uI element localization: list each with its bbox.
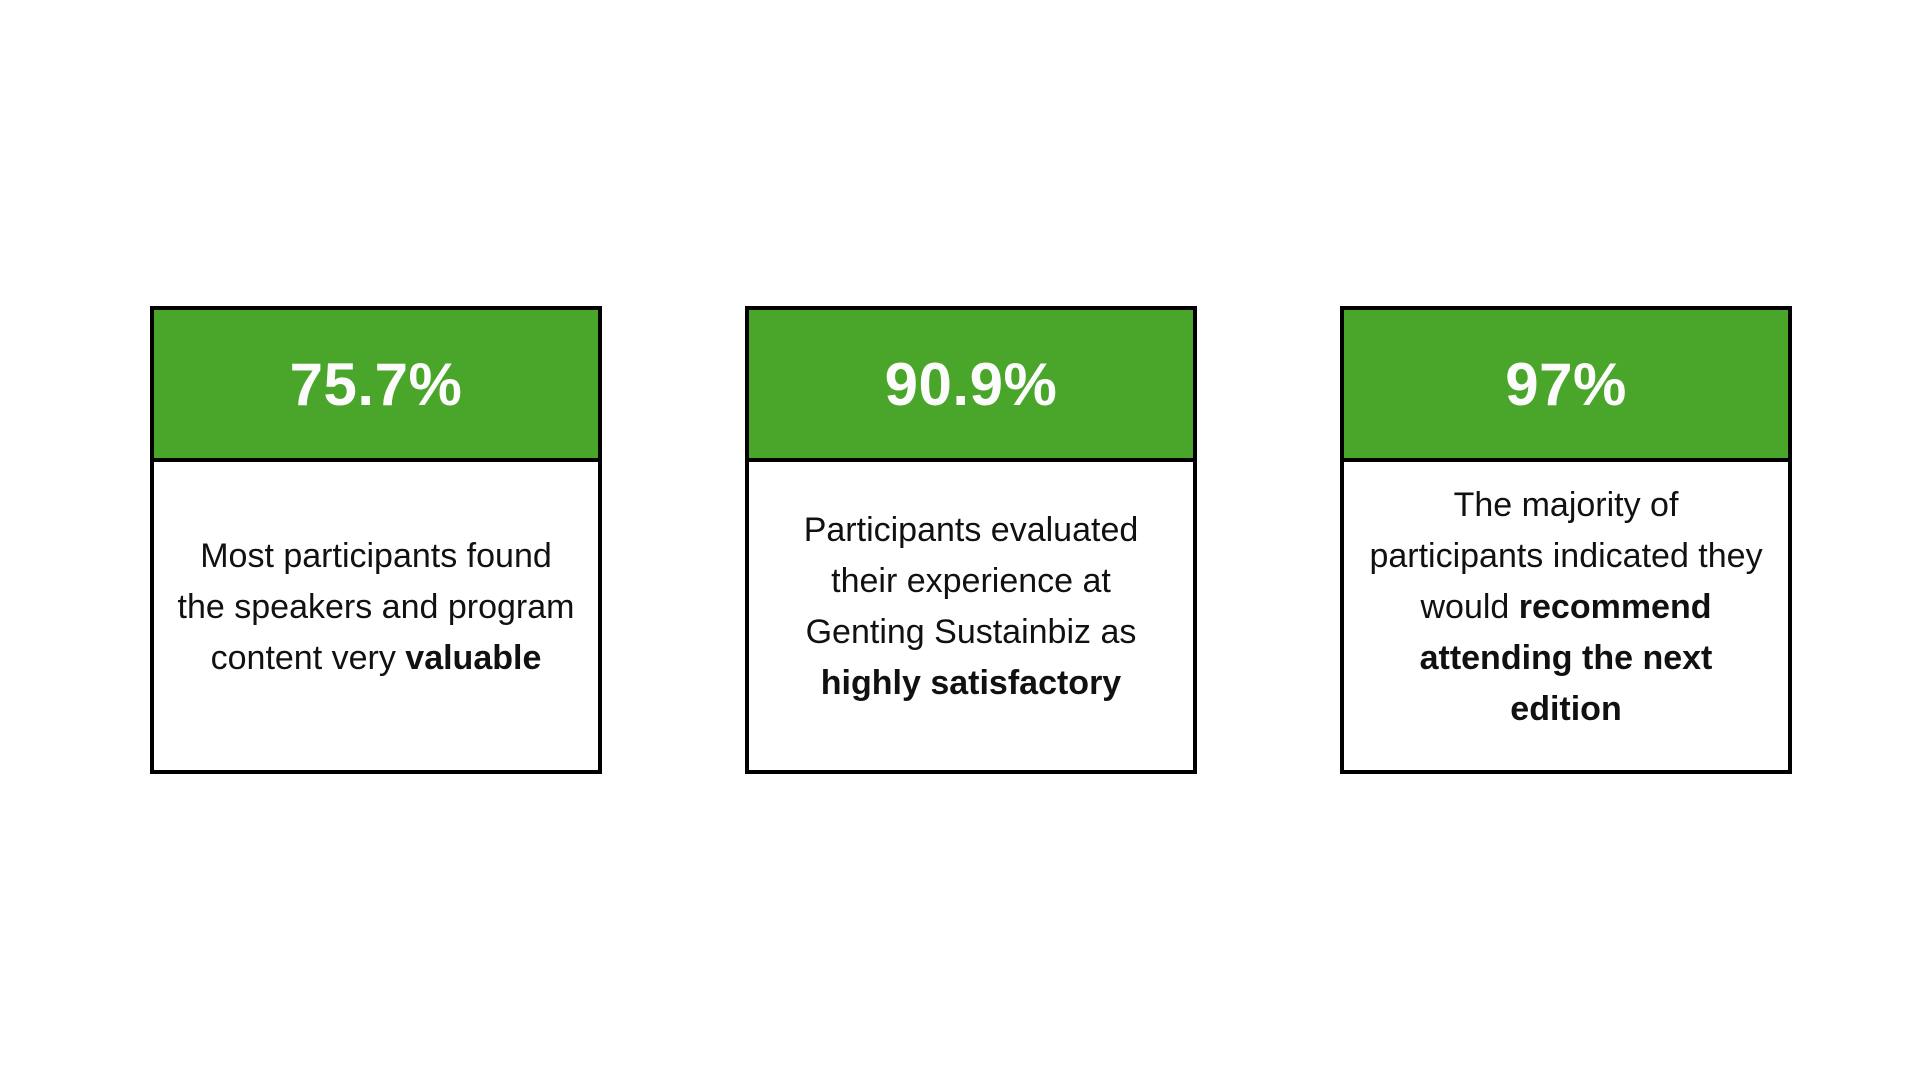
stat-description: Participants evaluated their experience … [771,505,1171,709]
stat-percentage: 75.7% [289,350,463,418]
stat-description-bold: recommend attending the next edition [1419,587,1713,728]
stat-percentage: 90.9% [884,350,1058,418]
stat-card-experience: 90.9% Participants evaluated their exper… [745,306,1197,774]
stat-percentage: 97% [1505,350,1627,418]
stat-cards-row: 75.7% Most participants found the speake… [150,306,1792,774]
stat-description-bold: valuable [405,638,542,677]
stat-card-speakers-content: 75.7% Most participants found the speake… [150,306,602,774]
stat-card-body: The majority of participants indicated t… [1344,462,1788,770]
stat-description-text: Participants evaluated their experience … [803,511,1139,651]
stat-card-header: 97% [1344,310,1788,462]
stat-card-header: 75.7% [154,310,598,462]
stat-description: The majority of participants indicated t… [1366,480,1766,735]
stat-description-text: The majority of participants indicated t… [1369,485,1763,626]
stat-card-body: Participants evaluated their experience … [749,462,1193,770]
stat-description-bold: highly satisfactory [820,664,1122,702]
stat-card-header: 90.9% [749,310,1193,462]
stat-description: Most participants found the speakers and… [176,531,576,684]
stat-card-body: Most participants found the speakers and… [154,462,598,770]
stat-card-recommend: 97% The majority of participants indicat… [1340,306,1792,774]
stat-description-text: Most participants found the speakers and… [177,536,575,677]
